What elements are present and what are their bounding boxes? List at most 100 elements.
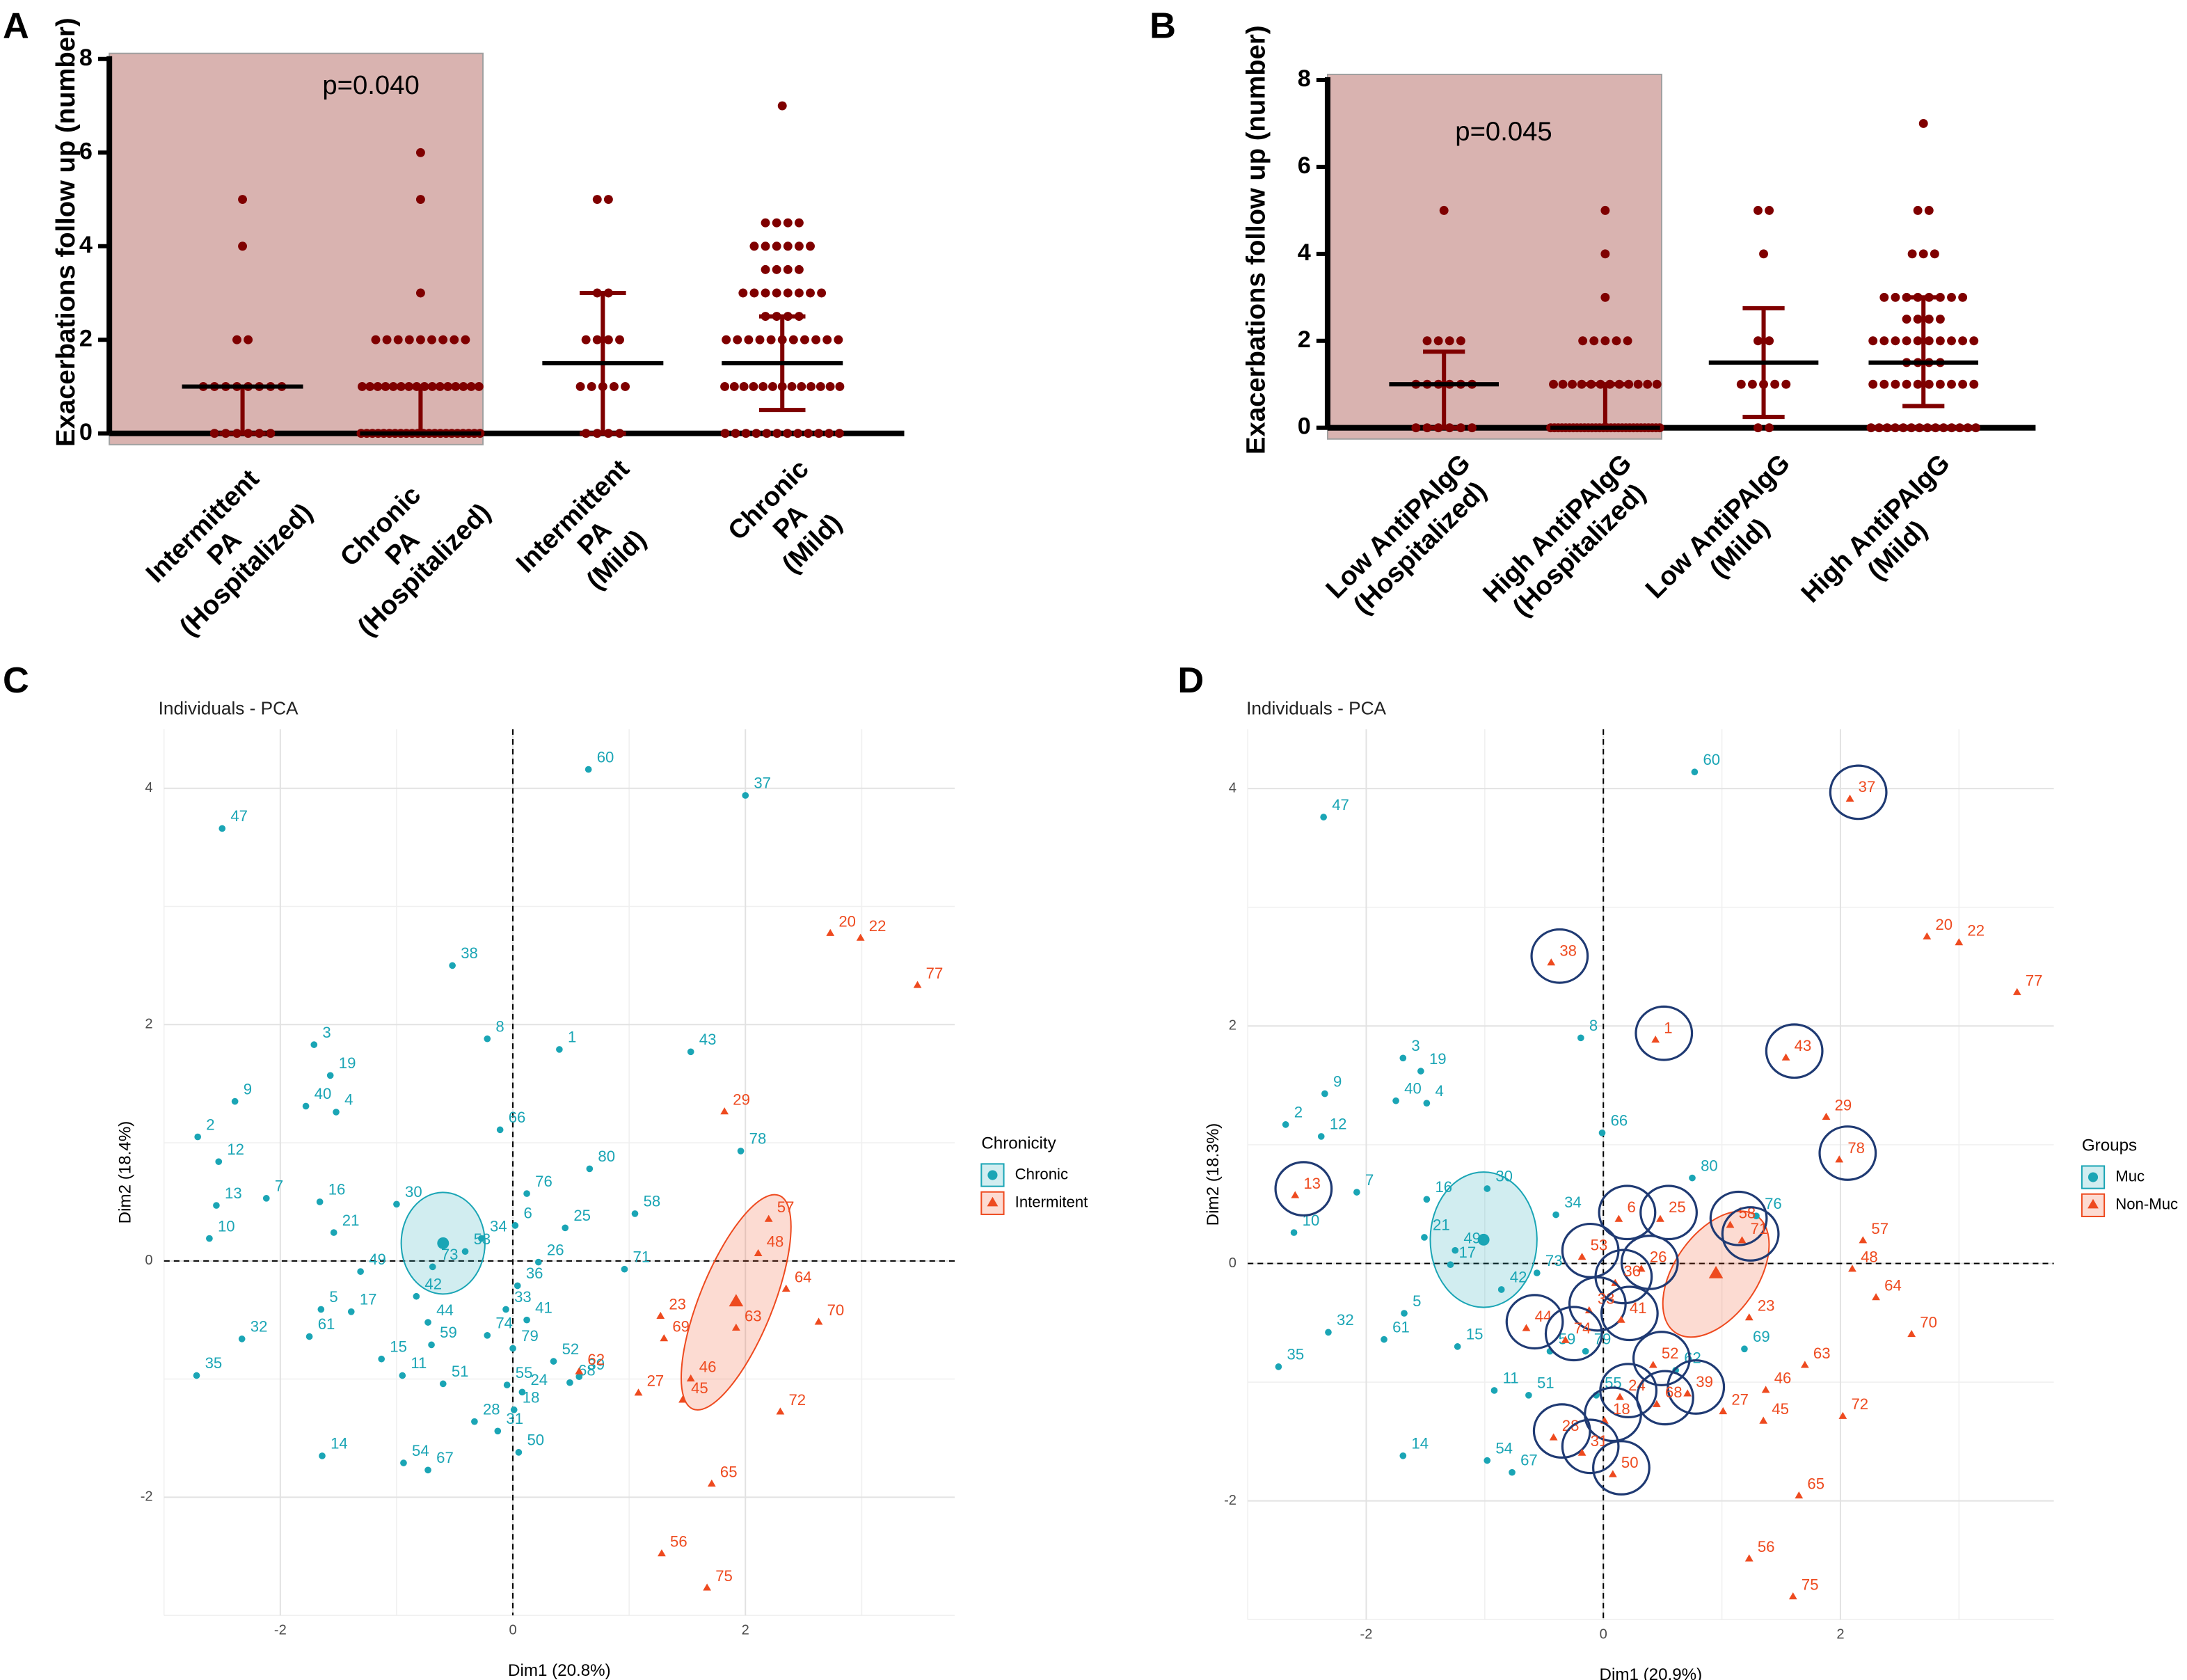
point (742, 792, 749, 799)
point-label: 78 (749, 1130, 767, 1148)
dot (415, 335, 425, 344)
point-label: 60 (1703, 751, 1720, 768)
point-label: 31 (506, 1410, 523, 1427)
point (424, 1466, 431, 1474)
point-label: 4 (1435, 1082, 1443, 1100)
point (687, 1048, 694, 1056)
point (1744, 1313, 1753, 1321)
dot (1947, 423, 1957, 433)
point-label: 63 (1813, 1345, 1831, 1362)
point-label: 36 (526, 1265, 543, 1282)
dot (1924, 379, 1934, 389)
point-label: 14 (331, 1435, 348, 1452)
point-label: 65 (720, 1463, 738, 1480)
point (1838, 1411, 1847, 1419)
point-label: 29 (733, 1091, 750, 1109)
dot (772, 264, 781, 274)
dot (1781, 379, 1791, 389)
point (1788, 1592, 1797, 1600)
point-label: 48 (1861, 1249, 1878, 1266)
highlight-circle (1592, 1440, 1651, 1496)
point (656, 1311, 665, 1320)
point (511, 1222, 519, 1229)
dot (1935, 336, 1945, 346)
dot (1924, 336, 1934, 346)
dot (772, 429, 782, 438)
dot (415, 195, 425, 204)
x-tick-label: Low AntiPAIgG(Hospitalized) (1320, 448, 1492, 620)
dot (761, 288, 770, 298)
point-label: 18 (1613, 1400, 1630, 1418)
x-tick-label: High AntiPAIgG(Hospitalized) (1477, 448, 1651, 622)
point-label: 70 (1920, 1314, 1937, 1331)
point-label: 23 (1758, 1297, 1775, 1315)
point-label: 55 (516, 1364, 533, 1381)
point (471, 1418, 478, 1425)
highlight-circle (1818, 1125, 1877, 1181)
point-label: 27 (1731, 1390, 1749, 1408)
dot (817, 288, 827, 298)
y-axis-label: Exacerbations follow up (number) (51, 17, 81, 447)
point (1753, 1212, 1760, 1220)
dot (794, 241, 804, 251)
point-label: 62 (587, 1351, 605, 1368)
point-label: 9 (1333, 1072, 1342, 1090)
dot (1902, 379, 1911, 389)
dot (1935, 315, 1945, 324)
point (1608, 1470, 1617, 1477)
point-label: 50 (1621, 1454, 1639, 1471)
point-label: 59 (440, 1324, 457, 1341)
point (478, 1235, 485, 1242)
dot (610, 382, 619, 391)
point (703, 1583, 711, 1591)
point-label: 12 (227, 1141, 244, 1158)
dot (466, 382, 476, 391)
highlight-circle (1505, 1294, 1564, 1350)
point-label: 34 (490, 1217, 507, 1235)
highlight-circle (1632, 1331, 1691, 1386)
highlight-circle (1598, 1184, 1657, 1241)
dot (404, 335, 414, 344)
point-label: 49 (1463, 1229, 1481, 1246)
dot (382, 335, 392, 344)
dot (1958, 292, 1968, 302)
highlight-circle (1584, 1386, 1642, 1443)
dot (762, 429, 772, 438)
point (194, 1133, 202, 1141)
point-label: 67 (436, 1449, 454, 1466)
point (1656, 1214, 1664, 1222)
point (1795, 1491, 1804, 1499)
point (1637, 1265, 1646, 1272)
dot (794, 218, 804, 228)
point (518, 1388, 526, 1396)
point-label: 66 (1611, 1112, 1628, 1130)
y-tick-label: 4 (1229, 780, 1236, 795)
highlight-circle (1568, 1276, 1627, 1332)
dot (371, 335, 381, 344)
legend-symbol (2087, 1172, 2099, 1182)
dot (749, 241, 759, 251)
point (1423, 1196, 1431, 1203)
point (262, 1195, 270, 1202)
point (439, 1380, 447, 1388)
plot-background (1248, 729, 2054, 1620)
dot (806, 288, 815, 298)
point-label: 63 (745, 1307, 762, 1324)
point (1392, 1097, 1399, 1104)
point-label: 80 (1701, 1157, 1718, 1174)
centroid (729, 1294, 744, 1307)
dot (1765, 336, 1774, 346)
point-label: 20 (838, 912, 856, 930)
point-label: 73 (1545, 1252, 1563, 1269)
point (1399, 1452, 1407, 1459)
dot (1969, 379, 1979, 389)
point (631, 1210, 639, 1217)
point-label: 11 (411, 1354, 427, 1372)
dot (1947, 292, 1956, 302)
dot (751, 429, 761, 438)
point-label: 2 (206, 1116, 214, 1133)
dot (794, 288, 804, 298)
dot (1969, 336, 1979, 346)
dot (603, 335, 613, 344)
